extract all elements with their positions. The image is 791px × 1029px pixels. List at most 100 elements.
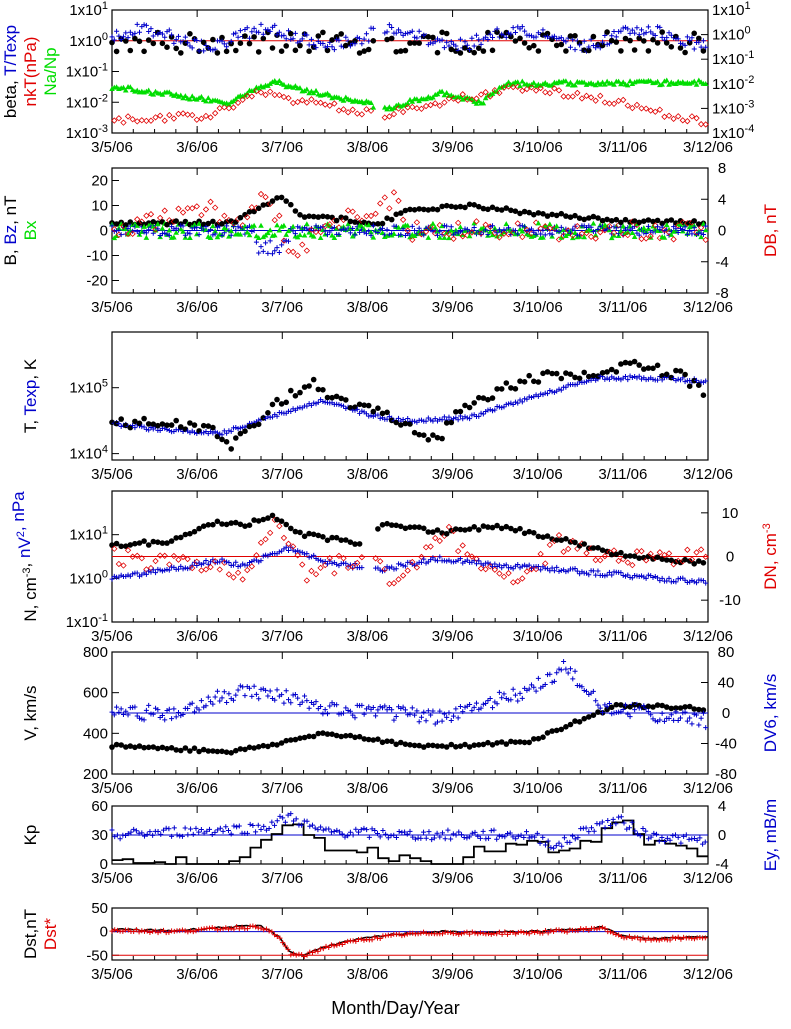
db-point (124, 230, 132, 238)
n-point (489, 524, 496, 531)
db-point (702, 236, 709, 244)
beta-point (320, 29, 326, 36)
b-point (563, 213, 569, 219)
dv-point (471, 704, 477, 710)
pressure-point (155, 566, 161, 572)
t-ratio-point (143, 22, 149, 28)
dst-star-point (461, 930, 467, 936)
v-point (365, 736, 372, 743)
bx-point (368, 229, 374, 235)
dn-point (473, 555, 480, 562)
t-ratio-point (677, 40, 683, 46)
t-ratio-point (256, 29, 262, 35)
bx-point (290, 223, 296, 229)
t-point (375, 405, 381, 412)
t-point (696, 382, 702, 389)
dv-point (606, 700, 612, 706)
pressure-point (317, 99, 324, 106)
x-tick-label: 3/7/06 (261, 466, 303, 483)
dv-point (448, 718, 454, 724)
bz-point (494, 230, 500, 236)
dst-star-point (304, 952, 310, 958)
beta-point (407, 40, 413, 46)
x-tick-label: 3/5/06 (91, 870, 133, 887)
n-point (498, 525, 505, 532)
t-ratio-point (473, 32, 479, 38)
dv-point (322, 707, 328, 713)
ey-point (591, 828, 597, 834)
db-point (496, 234, 503, 241)
beta-point (581, 47, 587, 53)
n-point (288, 525, 294, 532)
n-point (219, 521, 225, 527)
bx-point (629, 230, 636, 236)
pressure-point (257, 89, 265, 96)
x-tick-label: 3/9/06 (432, 139, 474, 156)
ey-point (448, 836, 454, 842)
t-ratio-point (655, 24, 661, 30)
x-tick-label: 3/9/06 (432, 466, 474, 483)
v-point (155, 745, 161, 752)
b-point (237, 214, 244, 221)
bz-point (689, 231, 695, 237)
db-point (647, 232, 654, 240)
beta-point (553, 42, 560, 49)
bx-point (141, 223, 147, 229)
t-point (127, 424, 134, 431)
y-tick-label: -50 (86, 947, 108, 964)
dv-point (645, 709, 651, 715)
pressure-point (542, 89, 549, 96)
ey-point (453, 832, 459, 838)
t-ratio-point (629, 27, 635, 33)
t-ratio-point (357, 36, 363, 42)
dst-star-point (567, 927, 573, 933)
dv-point (428, 712, 434, 718)
t-point (544, 369, 551, 375)
dn-point (693, 549, 700, 556)
alpha-ratio-point (205, 95, 212, 101)
dst-star-point (315, 948, 321, 954)
v-point (260, 742, 267, 749)
t-ratio-point (572, 47, 578, 53)
t-point (434, 434, 441, 441)
dv-point (533, 688, 539, 694)
x-tick-label: 3/6/06 (176, 780, 218, 797)
t-ratio-point (120, 34, 126, 40)
b-point (123, 222, 129, 228)
y2-tick-label: 0 (726, 549, 734, 566)
y-label-1: T, Texp, K (21, 358, 40, 433)
texp-point (462, 414, 468, 420)
dst-star-point (133, 927, 139, 933)
ey-point (204, 828, 210, 834)
t-ratio-point (666, 30, 672, 36)
ey-point (607, 822, 613, 828)
t-ratio-point (141, 22, 147, 28)
bx-point (661, 234, 668, 240)
dst-star-point (158, 928, 164, 934)
ey-point (125, 831, 131, 837)
bx-point (489, 232, 496, 238)
n-point (246, 522, 253, 528)
alpha-ratio-point (297, 85, 303, 91)
texp-point (192, 430, 198, 436)
ey-point (632, 828, 638, 834)
dv-point (418, 714, 424, 720)
pressure-point (586, 572, 592, 578)
bx-point (542, 223, 549, 229)
ey-point (377, 834, 383, 840)
ey-point (171, 825, 177, 831)
b-point (526, 209, 532, 216)
v-point (324, 731, 331, 737)
ey-point (480, 828, 486, 834)
beta-point (370, 38, 377, 44)
t-point (425, 437, 432, 443)
pressure-point (147, 117, 155, 124)
beta-point (526, 45, 532, 51)
t-ratio-point (540, 27, 546, 33)
t-ratio-point (150, 33, 156, 39)
b-point (595, 215, 601, 221)
n-point (471, 524, 478, 530)
texp-point (490, 408, 496, 414)
v-point (278, 740, 285, 746)
texp-point (217, 431, 223, 437)
